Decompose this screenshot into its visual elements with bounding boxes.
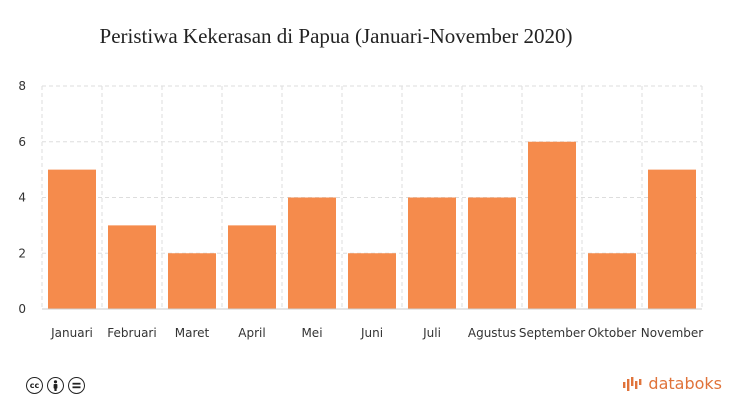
x-tick-label-april: April [238, 326, 265, 340]
bar-april [228, 225, 276, 309]
bar-november [648, 169, 696, 309]
bar-juli [408, 197, 456, 309]
bar-januari [48, 169, 96, 309]
x-tick-label-januari: Januari [50, 326, 93, 340]
x-tick-label-september: September [519, 326, 585, 340]
x-tick-label-mei: Mei [301, 326, 322, 340]
x-tick-label-februari: Februari [107, 326, 156, 340]
bar-oktober [588, 253, 636, 309]
x-tick-label-maret: Maret [175, 326, 210, 340]
y-tick-label-1: 2 [18, 246, 26, 260]
bar-maret [168, 253, 216, 309]
x-tick-label-november: November [641, 326, 703, 340]
bar-agustus [468, 197, 516, 309]
x-tick-label-juni: Juni [360, 326, 383, 340]
cc-icon[interactable]: cc [26, 377, 43, 394]
license-icons: cc [26, 377, 85, 394]
y-tick-label-0: 0 [18, 302, 26, 316]
chart-title: Peristiwa Kekerasan di Papua (Januari-No… [99, 24, 573, 48]
bar-februari [108, 225, 156, 309]
y-tick-label-3: 6 [18, 135, 26, 149]
y-tick-label-4: 8 [18, 79, 26, 93]
bar-september [528, 141, 576, 309]
nd-icon[interactable] [68, 377, 85, 394]
bar-juni [348, 253, 396, 309]
by-icon[interactable] [47, 377, 64, 394]
bar-mei [288, 197, 336, 309]
x-tick-label-agustus: Agustus [468, 326, 516, 340]
databoks-logo-icon [623, 376, 642, 391]
brand-logo[interactable]: databoks [622, 374, 722, 393]
brand-name: databoks [648, 374, 722, 393]
x-tick-label-juli: Juli [422, 326, 441, 340]
y-tick-label-2: 4 [18, 191, 26, 205]
x-tick-label-oktober: Oktober [588, 326, 636, 340]
